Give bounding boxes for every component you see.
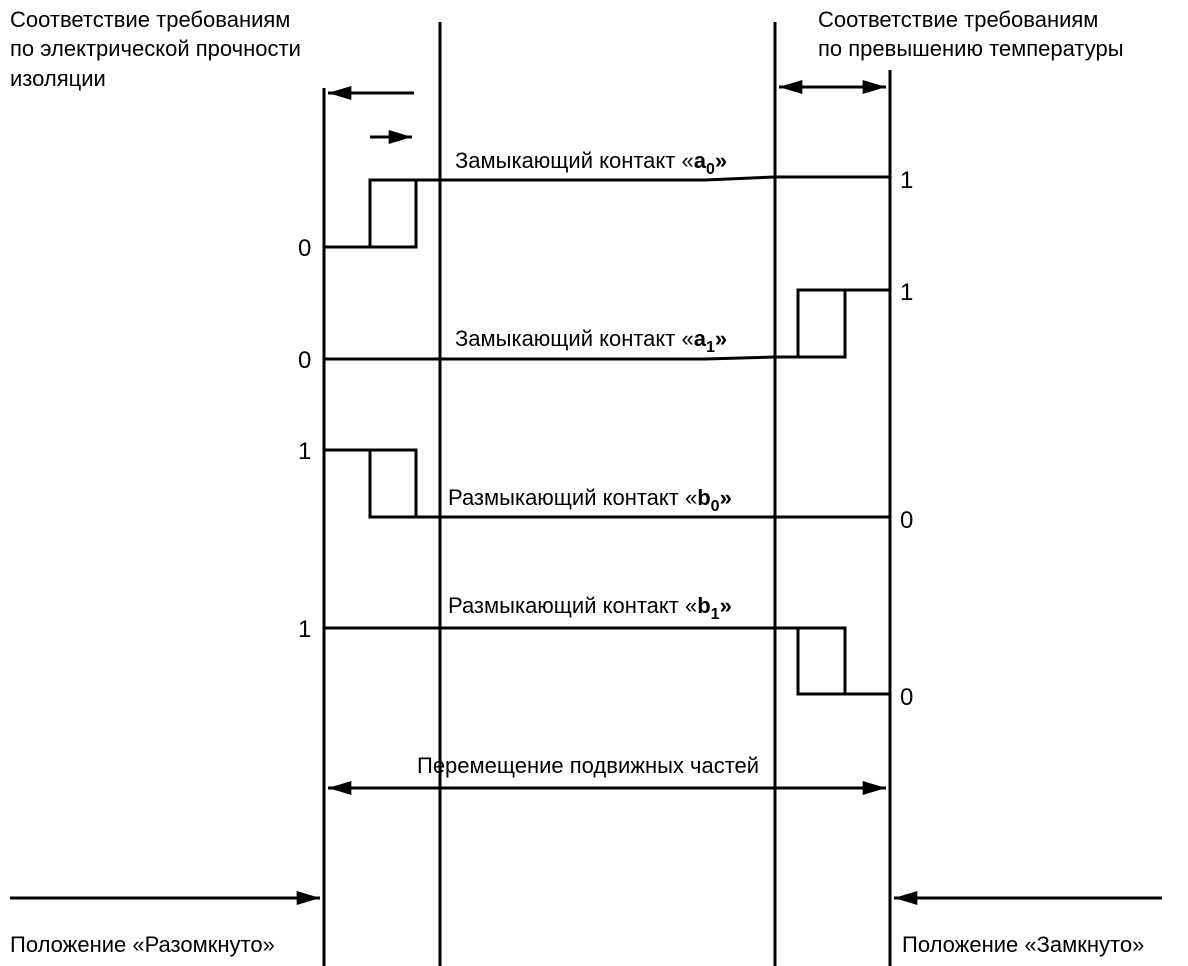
contact-a1-label: Замыкающий контакт «a1» (455, 326, 727, 356)
contact-b0-trace (324, 448, 890, 519)
contact-a1-left-value: 0 (298, 347, 311, 374)
contact-a0-label: Замыкающий контакт «a0» (455, 148, 727, 178)
closed-position-label: Положение «Замкнуто» (902, 932, 1144, 957)
temperature-note-line1: Соответствие требованиям (818, 7, 1098, 32)
contact-b1-right-value: 0 (900, 684, 913, 711)
open-position-label: Положение «Разомкнуто» (10, 932, 275, 957)
contact-b0-left-value: 1 (298, 438, 311, 465)
contact-b1-trace (324, 626, 890, 696)
insulation-note-line3: изоляции (10, 66, 106, 91)
contact-b0-label: Размыкающий контакт «b0» (448, 485, 732, 515)
contact-a0-right-value: 1 (900, 167, 913, 194)
travel-label: Перемещение подвижных частей (417, 753, 759, 778)
temperature-note-line2: по превышению температуры (818, 36, 1124, 61)
contact-a1-trace (324, 288, 890, 361)
contact-a0-trace (324, 175, 890, 249)
contact-a1-right-value: 1 (900, 279, 913, 306)
contact-b1-label: Размыкающий контакт «b1» (448, 593, 732, 623)
insulation-note-line1: Соответствие требованиям (10, 7, 290, 32)
insulation-note-line2: по электрической прочности (10, 36, 301, 61)
contact-a0-left-value: 0 (298, 235, 311, 262)
contact-b1-left-value: 1 (298, 616, 311, 643)
contact-b0-right-value: 0 (900, 507, 913, 534)
